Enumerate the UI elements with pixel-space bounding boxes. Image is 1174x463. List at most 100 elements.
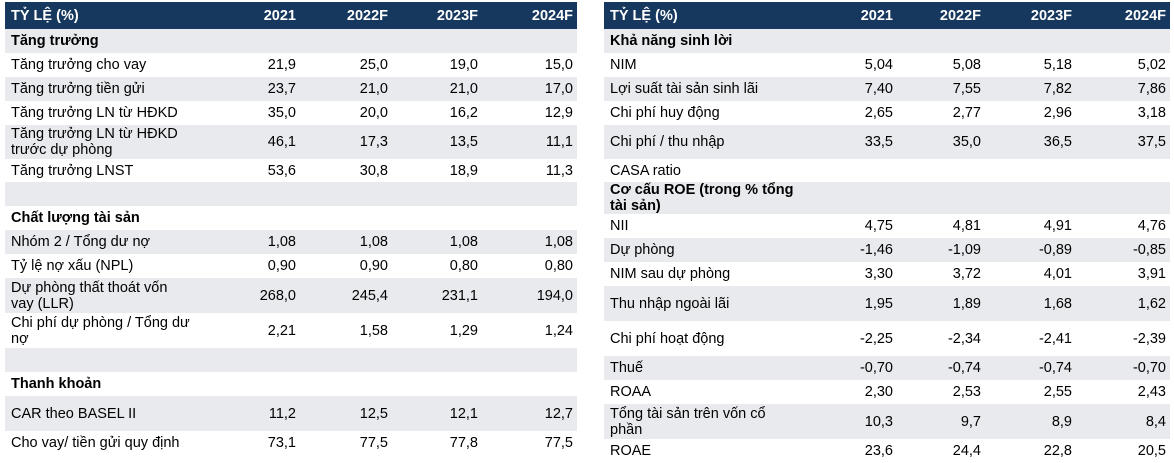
row-label: Khả năng sinh lời bbox=[604, 29, 799, 53]
row-value bbox=[300, 348, 392, 372]
row-value: 12,5 bbox=[300, 396, 392, 431]
row-value: 21,0 bbox=[392, 77, 482, 101]
header-label: TỶ LỆ (%) bbox=[5, 2, 195, 29]
table-row: Dự phòng thất thoát vốn vay (LLR) 268,0 24… bbox=[5, 278, 577, 313]
row-value: 16,2 bbox=[449, 105, 478, 121]
row-value bbox=[985, 29, 1076, 53]
row-value: 1,89 bbox=[897, 286, 985, 321]
row-value bbox=[482, 348, 577, 372]
row-value: 0,90 bbox=[267, 258, 296, 274]
row-label: Chi phí dự phòng / Tổng dư nợ bbox=[11, 314, 190, 347]
row-value: 4,75 bbox=[864, 218, 893, 234]
row-value: -1,46 bbox=[799, 238, 897, 262]
row-value: 10,3 bbox=[799, 404, 897, 439]
header-year: 2021 bbox=[195, 2, 300, 29]
row-value: 5,04 bbox=[864, 57, 893, 73]
table-row: Tăng trưởng tiền gửi 23,7 21,0 21,0 17,0 bbox=[5, 77, 577, 101]
table-row: Tăng trưởng LNST 53,6 30,8 18,9 11,3 bbox=[5, 159, 577, 182]
row-value: 2,65 bbox=[864, 105, 893, 121]
table-row: Tăng trưởng cho vay 21,9 25,0 19,0 15,0 bbox=[5, 53, 577, 77]
row-value: 12,9 bbox=[544, 105, 573, 121]
table-row: Tỷ lệ nợ xấu (NPL) 0,90 0,90 0,80 0,80 bbox=[5, 254, 577, 278]
row-value: 194,0 bbox=[482, 278, 577, 313]
row-label bbox=[5, 348, 195, 372]
row-value: 7,86 bbox=[1076, 77, 1170, 101]
row-value: 77,5 bbox=[544, 435, 573, 451]
row-value bbox=[195, 372, 300, 396]
table-row: Chi phí hoạt động -2,25 -2,34 -2,41 -2,39 bbox=[604, 321, 1170, 356]
row-label: Chi phí hoạt động bbox=[610, 330, 725, 347]
row-value: 35,0 bbox=[267, 105, 296, 121]
row-value: 5,02 bbox=[1137, 57, 1166, 73]
row-value: 2,30 bbox=[864, 384, 893, 400]
row-value: 53,6 bbox=[267, 162, 296, 179]
row-value bbox=[482, 372, 577, 396]
row-label: Cho vay/ tiền gửi quy định bbox=[11, 435, 180, 451]
row-label: Tăng trưởng tiền gửi bbox=[5, 77, 195, 101]
row-value: -2,25 bbox=[859, 330, 893, 347]
table-row: NIM 5,04 5,08 5,18 5,02 bbox=[604, 53, 1170, 77]
row-value: 2,43 bbox=[1137, 384, 1166, 400]
table-row: Chi phí huy động 2,65 2,77 2,96 3,18 bbox=[604, 101, 1170, 125]
row-value: 11,3 bbox=[545, 162, 573, 179]
row-value: 12,7 bbox=[482, 396, 577, 431]
row-value: 73,1 bbox=[267, 435, 296, 451]
table-row: Thu nhập ngoài lãi 1,95 1,89 1,68 1,62 bbox=[604, 286, 1170, 321]
row-label: Cơ cấu ROE (trong % tổng tài sản) bbox=[604, 182, 799, 214]
row-value: 7,82 bbox=[985, 77, 1076, 101]
header-year: 2021 bbox=[799, 2, 897, 29]
row-value: 1,62 bbox=[1076, 286, 1170, 321]
row-value: -2,34 bbox=[947, 330, 981, 347]
row-label: Tăng trưởng LN từ HĐKD trước dự phòng bbox=[5, 125, 195, 159]
row-label: CASA ratio bbox=[610, 162, 681, 179]
row-value bbox=[799, 182, 897, 214]
row-value: -0,85 bbox=[1076, 238, 1170, 262]
table-header-row: TỶ LỆ (%) 2021 2022F 2023F 2024F bbox=[5, 2, 577, 29]
row-value: 19,0 bbox=[449, 57, 478, 73]
row-value: -0,89 bbox=[985, 238, 1076, 262]
row-value: 2,77 bbox=[952, 105, 981, 121]
row-value bbox=[195, 29, 300, 53]
row-value: 20,5 bbox=[1137, 443, 1166, 459]
row-value: 4,76 bbox=[1137, 218, 1166, 234]
table-row: ROAA 2,30 2,53 2,55 2,43 bbox=[604, 380, 1170, 404]
row-value: 5,08 bbox=[952, 57, 981, 73]
table-row: Dự phòng -1,46 -1,09 -0,89 -0,85 bbox=[604, 238, 1170, 262]
row-value: -0,70 bbox=[799, 356, 897, 380]
row-label: Nhóm 2 / Tổng dư nợ bbox=[5, 230, 195, 254]
table-row: NII 4,75 4,81 4,91 4,76 bbox=[604, 214, 1170, 238]
row-value: 2,55 bbox=[1043, 384, 1072, 400]
row-value: -2,39 bbox=[1132, 330, 1166, 347]
row-value: 18,9 bbox=[449, 162, 478, 179]
header-year: 2022F bbox=[897, 2, 985, 29]
row-value bbox=[392, 206, 482, 230]
row-value bbox=[897, 29, 985, 53]
row-value bbox=[897, 159, 985, 182]
row-value bbox=[392, 372, 482, 396]
row-value bbox=[300, 29, 392, 53]
row-value: 11,1 bbox=[482, 125, 577, 159]
row-value: 0,80 bbox=[449, 258, 478, 274]
row-value: 17,0 bbox=[482, 77, 577, 101]
row-label: Tăng trưởng LNST bbox=[11, 162, 134, 179]
row-label: Dự phòng thất thoát vốn vay (LLR) bbox=[5, 278, 195, 313]
table-row: NIM sau dự phòng 3,30 3,72 4,01 3,91 bbox=[604, 262, 1170, 286]
row-value bbox=[1076, 182, 1170, 214]
row-label: Thuế bbox=[604, 356, 799, 380]
row-value bbox=[482, 182, 577, 206]
header-year: 2024F bbox=[1076, 2, 1170, 29]
row-value bbox=[1076, 159, 1170, 182]
row-value: 46,1 bbox=[195, 125, 300, 159]
row-value bbox=[195, 182, 300, 206]
row-value: 3,30 bbox=[864, 266, 893, 282]
row-value: 22,8 bbox=[1043, 443, 1072, 459]
row-label: Dự phòng bbox=[604, 238, 799, 262]
row-value: -1,09 bbox=[897, 238, 985, 262]
row-value bbox=[392, 29, 482, 53]
row-value bbox=[985, 159, 1076, 182]
table-row: Tăng trưởng LN từ HĐKD trước dự phòng 46,… bbox=[5, 125, 577, 159]
row-value bbox=[300, 372, 392, 396]
row-value: 0,80 bbox=[544, 258, 573, 274]
header-year: 2024F bbox=[482, 2, 577, 29]
row-value: 23,6 bbox=[864, 443, 893, 459]
